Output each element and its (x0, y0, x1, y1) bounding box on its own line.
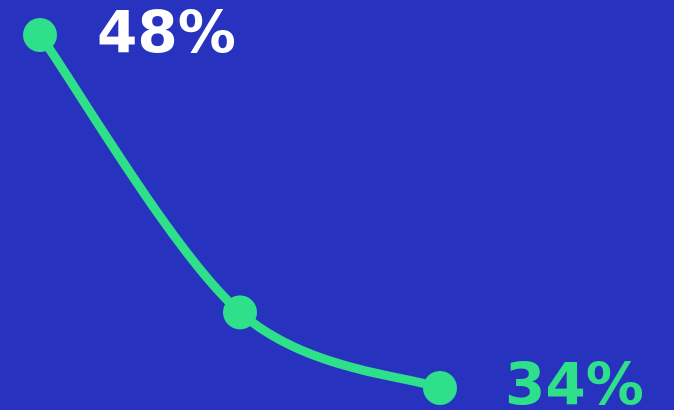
data-point-1 (23, 18, 57, 52)
data-point-2 (223, 295, 257, 330)
data-points (23, 18, 457, 405)
start-value-label: 48% (97, 0, 236, 66)
data-point-3 (423, 371, 457, 405)
end-value-label: 34% (505, 350, 644, 410)
trend-line (35, 30, 445, 393)
